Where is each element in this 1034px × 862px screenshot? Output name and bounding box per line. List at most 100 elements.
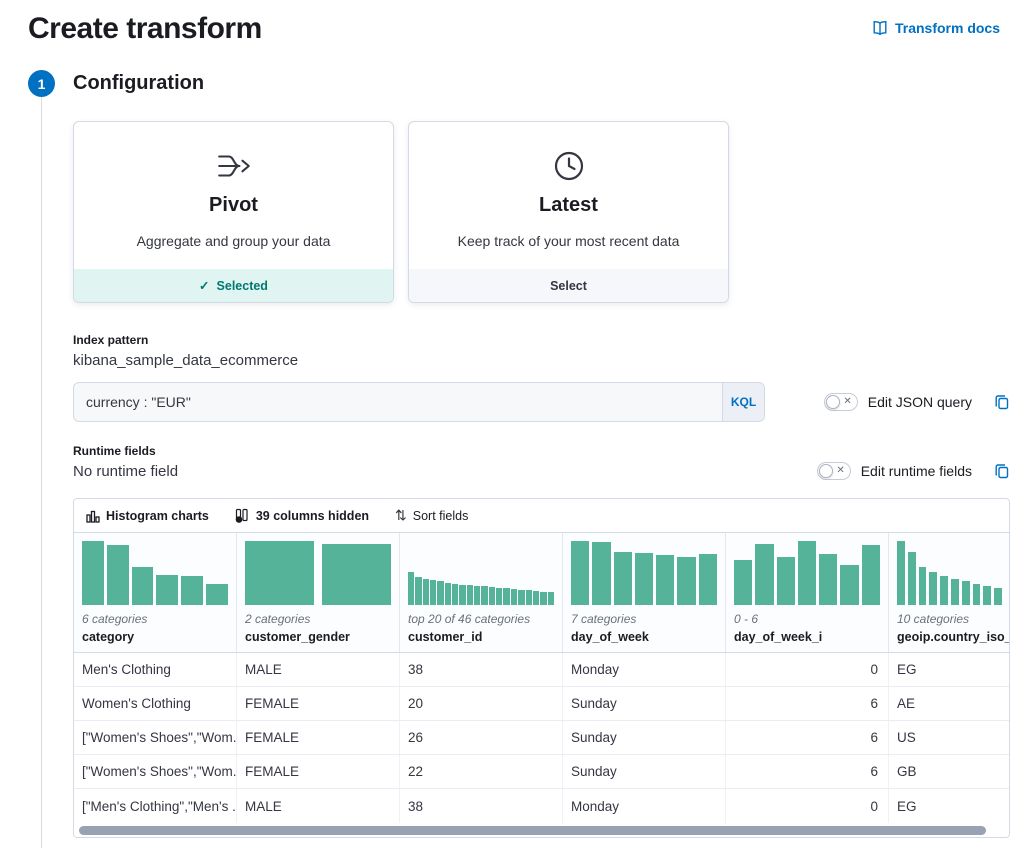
query-bar: currency : "EUR" KQL: [73, 382, 765, 422]
grid-cell[interactable]: US: [897, 730, 916, 745]
grid-cell[interactable]: 20: [400, 687, 563, 720]
grid-cell[interactable]: FEMALE: [237, 687, 400, 720]
grid-cell[interactable]: Sunday: [563, 755, 726, 788]
runtime-fields-controls: ✕ Edit runtime fields: [816, 462, 1010, 480]
grid-cell[interactable]: ["Women's Shoes","Wom...: [74, 721, 237, 754]
grid-cell[interactable]: ["Women's Shoes","Wom...: [74, 755, 237, 788]
grid-cell[interactable]: 26: [400, 721, 563, 754]
column-header-category[interactable]: 6 categories category: [74, 533, 237, 652]
index-pattern-label: Index pattern: [73, 333, 149, 347]
latest-card-title: Latest: [539, 194, 598, 216]
grid-cell[interactable]: AE: [897, 696, 916, 711]
histogram-bar: [156, 574, 179, 605]
grid-toolbar: Histogram charts 39 c: [74, 499, 1009, 533]
pivot-card[interactable]: Pivot Aggregate and group your data ✓ Se…: [73, 121, 394, 303]
page-header: Create transform Transform docs: [0, 0, 1034, 46]
histogram-bar: [422, 578, 430, 605]
columns-hidden-button[interactable]: 39 columns hidden: [235, 508, 369, 523]
grid-cell[interactable]: MALE: [237, 789, 400, 823]
histogram-charts-label: Histogram charts: [106, 508, 209, 523]
grid-cell[interactable]: 38: [400, 653, 563, 686]
edit-json-query-toggle[interactable]: ✕: [823, 393, 858, 411]
column-header-customer_gender[interactable]: 2 categories customer_gender: [237, 533, 400, 652]
histogram-bar: [408, 571, 415, 605]
index-pattern-section: Index pattern kibana_sample_data_ecommer…: [73, 333, 1010, 369]
grid-cell[interactable]: 6: [726, 755, 889, 788]
pivot-card-footer[interactable]: ✓ Selected: [74, 269, 393, 302]
histogram-bar: [797, 541, 817, 605]
horizontal-scrollbar-track: [74, 823, 1009, 837]
horizontal-scrollbar-thumb[interactable]: [79, 825, 986, 835]
column-subtitle: top 20 of 46 categories: [408, 612, 531, 626]
histogram: [245, 541, 391, 605]
histogram-bar: [776, 557, 795, 605]
latest-footer-label: Select: [550, 278, 587, 293]
histogram: [571, 541, 717, 605]
sort-fields-label: Sort fields: [412, 508, 469, 523]
column-header-customer_id[interactable]: top 20 of 46 categories customer_id: [400, 533, 563, 652]
copy-json-query-button[interactable]: [994, 394, 1010, 410]
grid-cell[interactable]: Sunday: [563, 721, 726, 754]
sort-fields-button[interactable]: ⇅ Sort fields: [395, 507, 468, 524]
histogram-bar: [415, 577, 422, 605]
grid-cell[interactable]: EG: [897, 798, 917, 814]
column-name: day_of_week_i: [734, 630, 823, 644]
table-row: ["Women's Shoes","Wom... FEMALE 26 Sunday 6 U…: [74, 721, 1009, 755]
kql-button[interactable]: KQL: [722, 383, 764, 421]
latest-card-footer[interactable]: Select: [409, 269, 728, 302]
copy-runtime-fields-button[interactable]: [994, 463, 1010, 479]
grid-cell[interactable]: Monday: [563, 653, 726, 686]
pivot-card-title: Pivot: [209, 194, 258, 216]
column-name: geoip.country_iso_: [897, 630, 1010, 644]
grid-cell[interactable]: 22: [400, 755, 563, 788]
column-header-day_of_week_i[interactable]: 0 - 6 day_of_week_i: [726, 533, 889, 652]
edit-runtime-fields-toggle[interactable]: ✕: [816, 462, 851, 480]
latest-card-description: Keep track of your most recent data: [457, 233, 680, 249]
histogram: [82, 541, 228, 605]
edit-runtime-fields-label: Edit runtime fields: [860, 463, 972, 479]
histogram-bar: [698, 554, 717, 605]
histogram-bar: [525, 590, 532, 605]
grid-cell[interactable]: Monday: [563, 789, 726, 823]
grid-cell[interactable]: 6: [726, 721, 889, 754]
histogram-bar: [131, 567, 154, 605]
pivot-card-body: Pivot Aggregate and group your data: [74, 122, 393, 269]
histogram: [408, 541, 554, 605]
grid-cell[interactable]: Sunday: [563, 687, 726, 720]
histogram-bar: [322, 543, 391, 605]
grid-cell[interactable]: FEMALE: [237, 721, 400, 754]
grid-cell[interactable]: Women's Clothing: [74, 687, 237, 720]
grid-cell[interactable]: MALE: [237, 653, 400, 686]
step-number-badge: 1: [28, 70, 55, 97]
histogram-bar: [592, 541, 611, 605]
aggregate-icon: [90, 146, 377, 186]
pivot-footer-label: Selected: [216, 278, 268, 293]
column-header-day_of_week[interactable]: 7 categories day_of_week: [563, 533, 726, 652]
histogram-charts-button[interactable]: Histogram charts: [86, 509, 209, 523]
grid-cell[interactable]: 0: [726, 653, 889, 686]
grid-cell[interactable]: 6: [726, 687, 889, 720]
latest-card-body: Latest Keep track of your most recent da…: [409, 122, 728, 269]
query-input[interactable]: currency : "EUR": [86, 394, 191, 410]
transform-docs-link[interactable]: Transform docs: [872, 20, 1000, 36]
step-title: Configuration: [73, 72, 205, 94]
column-header-geoip.country_iso_[interactable]: 10 categories geoip.country_iso_: [889, 533, 1010, 652]
histogram-bar: [734, 560, 753, 605]
histogram-bar: [929, 571, 938, 605]
column-subtitle: 7 categories: [571, 612, 637, 626]
columns-hidden-label: 39 columns hidden: [255, 508, 370, 523]
grid-cell[interactable]: 0: [726, 789, 889, 823]
grid-cell[interactable]: FEMALE: [237, 755, 400, 788]
grid-cell[interactable]: EG: [897, 662, 917, 677]
grid-cell[interactable]: ["Men's Clothing","Men's ...: [74, 789, 237, 823]
histogram-bar: [181, 576, 204, 605]
grid-cell[interactable]: GB: [897, 764, 917, 779]
query-row: currency : "EUR" KQL ✕ Edit JSON query: [73, 382, 1010, 422]
page-title: Create transform: [28, 12, 262, 45]
histogram-bar: [488, 587, 496, 605]
histogram-bar: [503, 588, 510, 605]
grid-cell[interactable]: 38: [400, 789, 563, 823]
grid-cell[interactable]: Men's Clothing: [74, 653, 237, 686]
histogram-bar: [571, 541, 590, 605]
latest-card[interactable]: Latest Keep track of your most recent da…: [408, 121, 729, 303]
